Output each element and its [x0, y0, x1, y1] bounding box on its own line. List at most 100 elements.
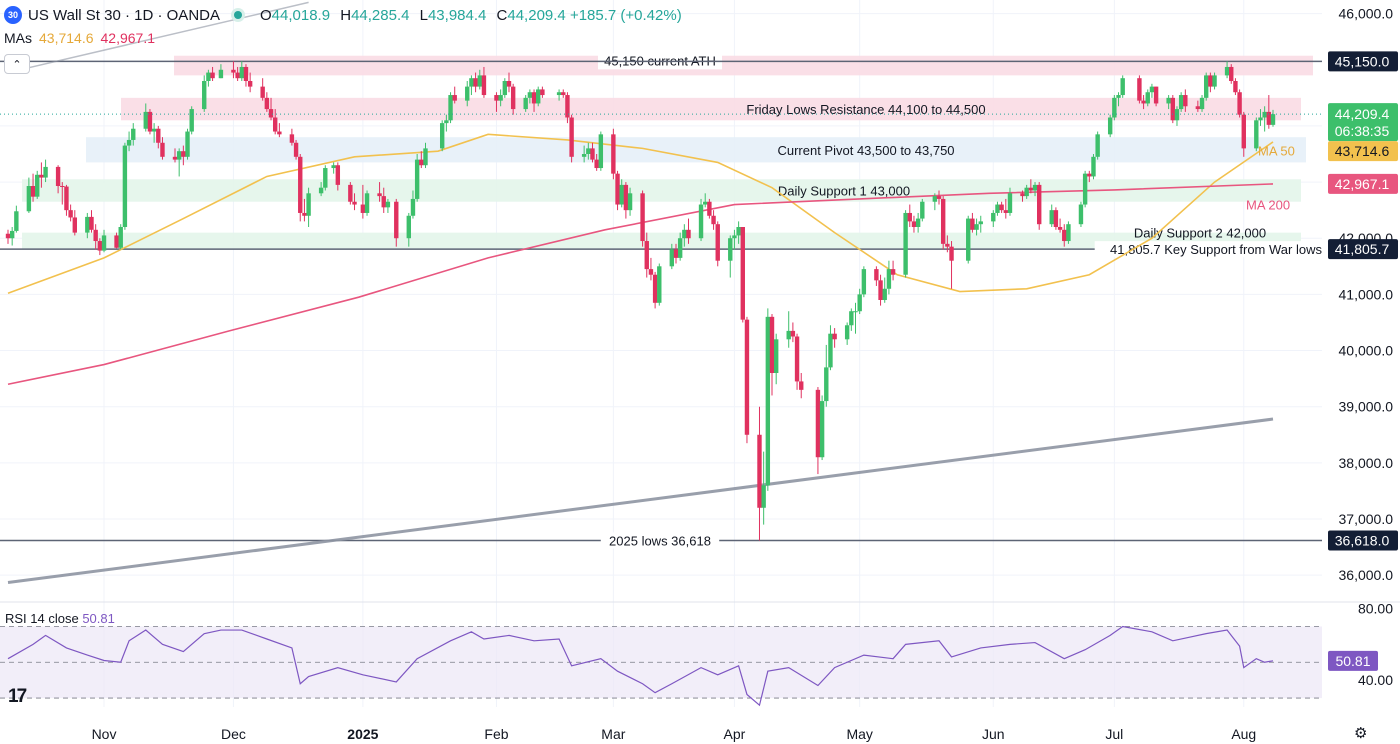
- candle-body[interactable]: [527, 92, 533, 98]
- candle-body[interactable]: [1204, 75, 1209, 98]
- candle-body[interactable]: [298, 156, 303, 213]
- candle-body[interactable]: [477, 75, 482, 87]
- settings-gear-icon[interactable]: ⚙: [1354, 725, 1368, 742]
- candle-body[interactable]: [765, 316, 771, 486]
- candle-body[interactable]: [1116, 95, 1121, 98]
- candle-body[interactable]: [640, 193, 645, 242]
- candle-body[interactable]: [819, 401, 825, 458]
- candle-body[interactable]: [1087, 173, 1092, 177]
- candle-body[interactable]: [1137, 78, 1142, 101]
- candle-body[interactable]: [1112, 97, 1117, 118]
- candle-body[interactable]: [627, 193, 633, 211]
- candle-body[interactable]: [1049, 210, 1054, 225]
- candle-body[interactable]: [439, 123, 445, 149]
- candle-body[interactable]: [698, 204, 704, 239]
- candle-body[interactable]: [89, 216, 94, 230]
- candle-body[interactable]: [1062, 229, 1067, 242]
- candle-body[interactable]: [444, 120, 449, 124]
- candle-body[interactable]: [394, 201, 399, 239]
- candle-body[interactable]: [1153, 86, 1159, 104]
- candle-body[interactable]: [126, 139, 132, 146]
- candle-body[interactable]: [903, 212, 908, 275]
- candle-body[interactable]: [143, 111, 148, 129]
- candle-body[interactable]: [247, 81, 253, 87]
- tradingview-logo-icon[interactable]: 17: [8, 686, 27, 707]
- candle-body[interactable]: [1091, 156, 1096, 177]
- candle-body[interactable]: [181, 151, 186, 157]
- candle-body[interactable]: [206, 72, 211, 81]
- candle-body[interactable]: [1170, 97, 1176, 121]
- candle-body[interactable]: [239, 66, 244, 79]
- candle-body[interactable]: [598, 134, 604, 169]
- candle-body[interactable]: [890, 269, 896, 275]
- candle-body[interactable]: [202, 81, 207, 110]
- candle-body[interactable]: [740, 227, 745, 320]
- candle-body[interactable]: [235, 72, 240, 79]
- candle-body[interactable]: [732, 235, 737, 239]
- candle-body[interactable]: [945, 243, 950, 247]
- ma-legend[interactable]: MAs 43,714.6 42,967.1: [4, 30, 155, 46]
- candle-body[interactable]: [1145, 92, 1150, 104]
- candle-body[interactable]: [481, 75, 487, 96]
- candle-body[interactable]: [832, 333, 837, 340]
- candle-body[interactable]: [565, 95, 570, 118]
- candle-body[interactable]: [131, 128, 136, 140]
- candle-body[interactable]: [160, 142, 165, 157]
- candle-body[interactable]: [218, 69, 224, 79]
- candle-body[interactable]: [465, 86, 470, 101]
- candle-body[interactable]: [210, 72, 215, 79]
- candle-body[interactable]: [1007, 193, 1013, 213]
- candle-body[interactable]: [14, 211, 19, 231]
- candle-body[interactable]: [1020, 193, 1025, 197]
- candle-body[interactable]: [318, 187, 324, 194]
- candle-body[interactable]: [1241, 114, 1246, 149]
- candle-body[interactable]: [995, 204, 1000, 213]
- candle-body[interactable]: [1095, 134, 1100, 157]
- candle-body[interactable]: [289, 134, 295, 143]
- candle-body[interactable]: [323, 168, 328, 188]
- candle-body[interactable]: [769, 316, 775, 373]
- candle-body[interactable]: [331, 165, 336, 169]
- candle-body[interactable]: [682, 229, 687, 239]
- candle-body[interactable]: [268, 109, 274, 118]
- candle-body[interactable]: [715, 224, 720, 261]
- candle-body[interactable]: [448, 95, 453, 121]
- candle-body[interactable]: [686, 229, 691, 239]
- candle-body[interactable]: [911, 221, 917, 227]
- candle-body[interactable]: [189, 109, 194, 132]
- candle-body[interactable]: [60, 186, 65, 188]
- candle-body[interactable]: [1053, 210, 1059, 227]
- candle-body[interactable]: [348, 184, 353, 202]
- candle-body[interactable]: [594, 159, 599, 169]
- candle-body[interactable]: [272, 117, 278, 132]
- candle-body[interactable]: [419, 159, 424, 166]
- rsi-line[interactable]: [7, 625, 1274, 707]
- candle-body[interactable]: [652, 274, 658, 303]
- candle-body[interactable]: [623, 184, 629, 211]
- candle-body[interactable]: [364, 193, 370, 213]
- candle-body[interactable]: [410, 198, 416, 216]
- candle-body[interactable]: [966, 218, 971, 261]
- candle-body[interactable]: [414, 159, 420, 199]
- candle-body[interactable]: [1237, 92, 1242, 115]
- candle-body[interactable]: [790, 330, 796, 337]
- candle-body[interactable]: [1233, 81, 1238, 93]
- candle-body[interactable]: [915, 218, 921, 227]
- candle-body[interactable]: [703, 201, 708, 205]
- candle-body[interactable]: [773, 339, 779, 373]
- candle-body[interactable]: [1149, 86, 1155, 93]
- candle-body[interactable]: [611, 134, 616, 174]
- candle-body[interactable]: [1183, 95, 1188, 107]
- candle-body[interactable]: [185, 131, 190, 157]
- candle-body[interactable]: [498, 95, 503, 101]
- candle-body[interactable]: [1003, 210, 1009, 213]
- candle-body[interactable]: [581, 154, 587, 157]
- candle-body[interactable]: [156, 128, 161, 143]
- rsi-legend[interactable]: RSI 14 close 50.81: [5, 611, 115, 626]
- candle-body[interactable]: [506, 81, 512, 87]
- candle-body[interactable]: [35, 174, 40, 197]
- candle-body[interactable]: [172, 156, 178, 160]
- candle-body[interactable]: [974, 224, 979, 230]
- candle-body[interactable]: [1212, 75, 1217, 87]
- candle-body[interactable]: [360, 204, 366, 213]
